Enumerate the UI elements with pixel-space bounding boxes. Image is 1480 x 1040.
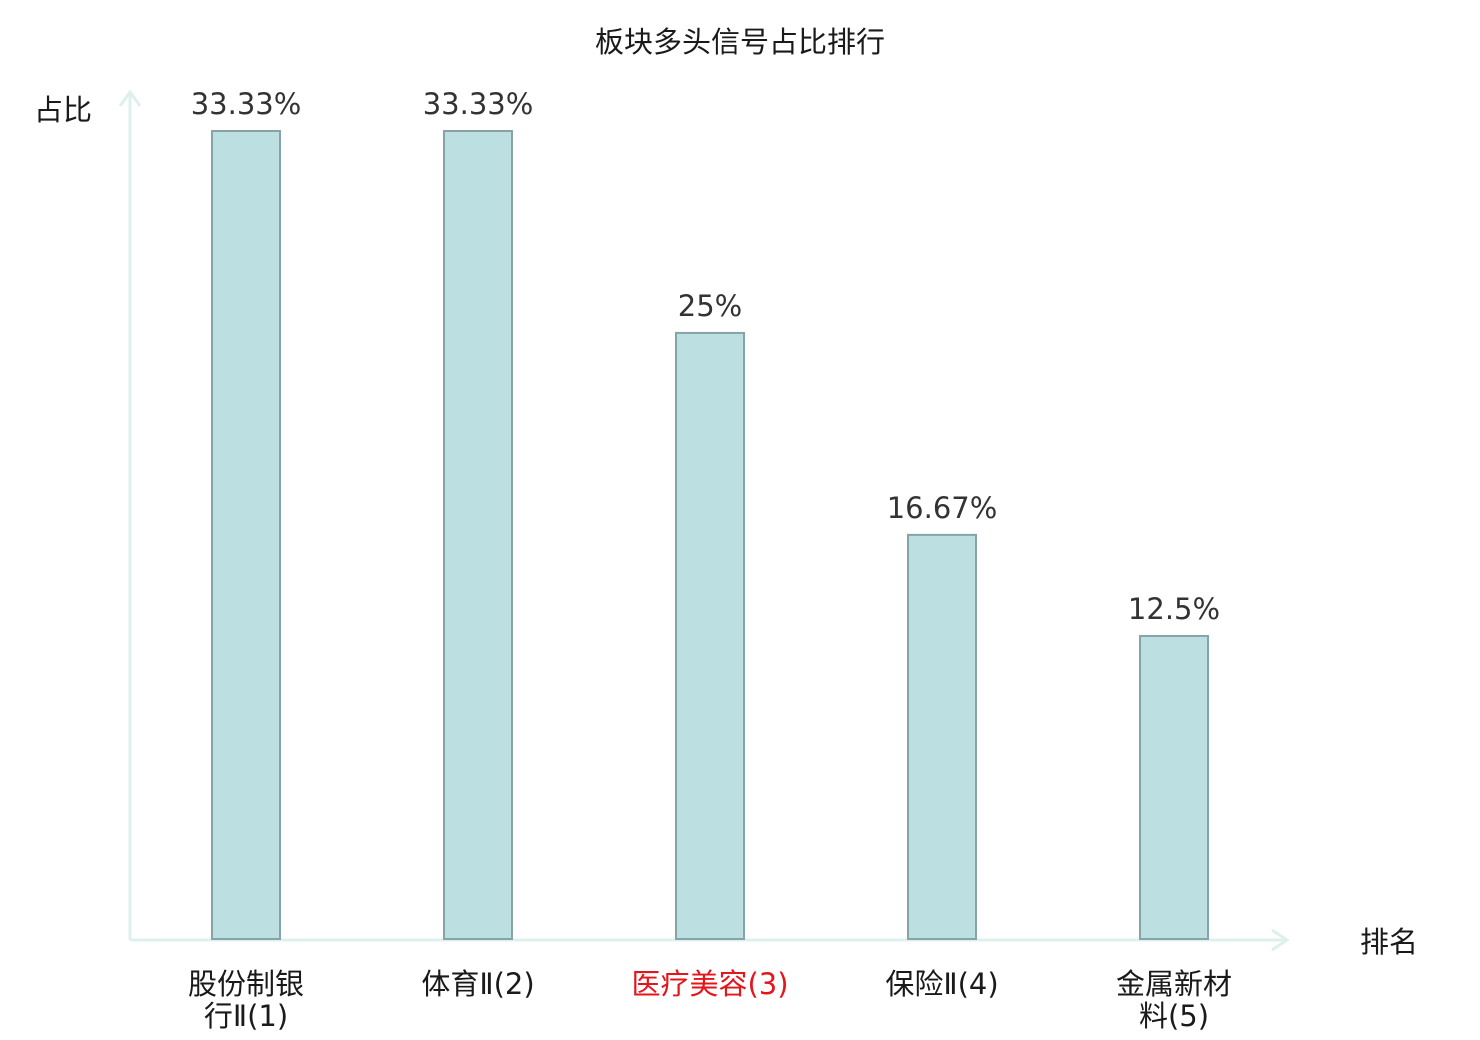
bar-4 <box>907 533 977 940</box>
category-label-1: 股份制银 <box>188 967 304 1001</box>
x-axis-label: 排名 <box>1360 925 1418 959</box>
category-label-2: 体育Ⅱ(2) <box>421 967 534 1001</box>
bar-1 <box>211 130 281 940</box>
category-label-1-line2: 行Ⅱ(1) <box>204 999 288 1033</box>
chart-title: 板块多头信号占比排行 <box>595 25 885 59</box>
category-label-5-line2: 料(5) <box>1139 999 1209 1033</box>
category-label-3: 医疗美容(3) <box>631 967 788 1001</box>
y-axis-label: 占比 <box>34 93 92 127</box>
category-label-5: 金属新材 <box>1116 967 1232 1001</box>
bar-2 <box>443 130 513 940</box>
value-label-4: 16.67% <box>887 491 998 525</box>
y-axis-arrow-icon <box>118 89 142 107</box>
x-axis-arrow-icon <box>1271 928 1290 952</box>
value-label-3: 25% <box>678 289 742 323</box>
value-label-2: 33.33% <box>423 87 534 121</box>
bar-3 <box>675 331 745 940</box>
value-label-5: 12.5% <box>1128 592 1220 626</box>
bar-5 <box>1139 634 1209 941</box>
value-label-1: 33.33% <box>191 87 302 121</box>
category-label-4: 保险Ⅱ(4) <box>885 967 998 1001</box>
